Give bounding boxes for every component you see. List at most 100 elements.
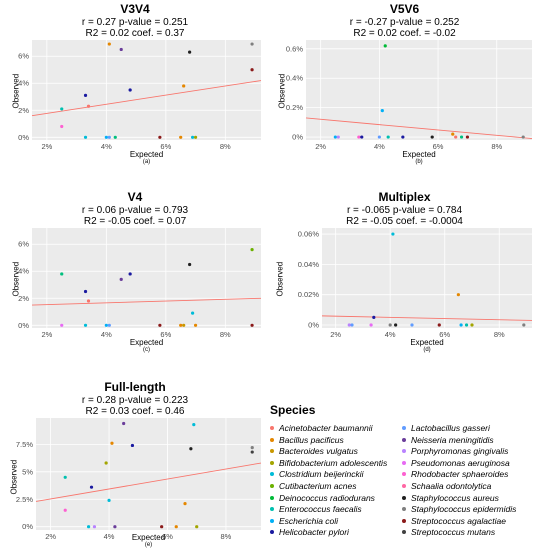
data-point xyxy=(250,68,254,72)
trend-line xyxy=(321,315,533,321)
y-tick-label: 0% xyxy=(18,133,29,142)
panel-caption: (d) xyxy=(423,347,431,353)
data-point xyxy=(401,135,405,139)
y-tick-label: 0.2% xyxy=(286,103,303,112)
data-point xyxy=(454,135,458,139)
x-axis-title: Expected xyxy=(131,533,166,542)
x-tick-label: 4% xyxy=(101,142,112,151)
data-point xyxy=(119,47,123,52)
legend-swatch xyxy=(270,437,274,442)
legend-label: Clostridium beijerinckii xyxy=(279,469,364,480)
x-tick-label: 4% xyxy=(374,142,385,151)
x-tick-label: 4% xyxy=(104,532,115,541)
data-point xyxy=(195,525,199,529)
data-point xyxy=(60,124,64,129)
chart-title: V5V6 xyxy=(389,2,420,16)
data-point xyxy=(451,132,455,136)
data-point xyxy=(193,323,198,327)
data-point xyxy=(456,293,460,297)
data-point xyxy=(104,323,108,327)
x-tick-label: 4% xyxy=(101,330,112,339)
legend-swatch xyxy=(270,449,274,454)
y-tick-label: 0% xyxy=(18,321,29,330)
y-tick-label: 2.5% xyxy=(16,495,33,504)
legend-label: Bifidobacterium adolescentis xyxy=(279,457,388,468)
data-point xyxy=(119,277,123,281)
data-point xyxy=(92,525,97,529)
x-tick-label: 6% xyxy=(160,142,171,151)
chart-stats-line2: R2 = 0.02 coef. = -0.02 xyxy=(353,28,456,39)
data-point xyxy=(86,299,91,303)
data-point xyxy=(86,525,91,529)
data-point xyxy=(128,88,132,92)
data-point xyxy=(522,323,526,327)
data-point xyxy=(336,135,340,139)
data-point xyxy=(372,315,376,319)
legend-swatch xyxy=(270,426,274,430)
data-point xyxy=(113,135,117,139)
legend-label: Bacteroides vulgatus xyxy=(279,446,358,457)
trend-line xyxy=(35,462,262,502)
data-point xyxy=(470,323,474,327)
legend-label: Pseudomonas aeruginosa xyxy=(411,457,510,468)
chart-stats-line1: r = -0.065 p-value = 0.784 xyxy=(346,205,463,216)
data-point xyxy=(459,135,464,139)
legend-swatch xyxy=(402,460,406,465)
y-axis-title: Observed xyxy=(9,459,19,495)
data-point xyxy=(110,441,114,445)
legend-swatch xyxy=(270,507,274,512)
data-point xyxy=(113,525,117,529)
data-point xyxy=(104,135,108,139)
x-tick-label: 8% xyxy=(220,330,231,339)
legend-label: Staphylococcus aureus xyxy=(411,492,499,503)
legend-label: Deinococcus radiodurans xyxy=(279,492,375,503)
data-point xyxy=(130,443,135,448)
data-point xyxy=(250,42,254,46)
trend-line xyxy=(31,297,262,306)
y-tick-label: 2% xyxy=(18,106,29,115)
y-tick-label: 0.04% xyxy=(298,260,320,269)
data-point xyxy=(459,323,463,327)
x-tick-label: 8% xyxy=(220,142,231,151)
chart-panel-multiplex: Multiplex r = -0.065 p-value = 0.784 R2 … xyxy=(270,188,539,358)
x-axis-title: Expected xyxy=(129,338,164,347)
data-point xyxy=(250,446,254,450)
data-point xyxy=(369,323,373,327)
legend-label: Escherichia coli xyxy=(279,515,339,526)
plot-svg: 2% 4% 6% 8% 0% 2% 4% 6% xyxy=(18,40,262,151)
y-axis-title: Observed xyxy=(277,73,287,109)
y-tick-label: 2% xyxy=(18,294,29,303)
legend-swatch xyxy=(402,518,406,523)
plot-area xyxy=(32,40,261,140)
legend-swatch xyxy=(270,518,274,523)
y-tick-label: 6% xyxy=(18,240,29,249)
data-point xyxy=(107,135,111,139)
x-axis-title: Expected xyxy=(129,150,164,159)
legend-swatch xyxy=(402,449,406,454)
data-point xyxy=(179,323,183,327)
y-tick-label: 4% xyxy=(18,267,29,276)
legend-label: Enterococcus faecalis xyxy=(279,504,362,515)
chart-panel-v3v4: V3V4 r = 0.27 p-value = 0.251 R2 = 0.02 … xyxy=(0,0,270,170)
legend-swatch xyxy=(270,472,274,477)
species-legend: Species Acinetobacter baumannii Bacillus … xyxy=(266,403,536,543)
data-point xyxy=(394,323,398,327)
data-point xyxy=(128,272,132,276)
data-point xyxy=(158,323,162,327)
data-point xyxy=(410,323,414,327)
data-point xyxy=(63,508,67,512)
legend-swatch xyxy=(402,426,406,430)
plot-svg: 2% 4% 6% 8% 0% 0.2% 0.4% 0.6% xyxy=(286,40,533,151)
legend-swatch xyxy=(402,472,406,477)
data-point xyxy=(158,135,162,139)
legend-label: Streptococcus agalactiae xyxy=(411,515,506,526)
legend-label: Streptococcus mutans xyxy=(411,527,496,538)
x-tick-label: 8% xyxy=(221,532,232,541)
data-point xyxy=(437,323,441,327)
data-point xyxy=(347,323,351,327)
data-point xyxy=(464,323,469,327)
y-tick-label: 0.06% xyxy=(298,230,320,239)
data-point xyxy=(350,323,354,327)
data-point xyxy=(189,447,193,451)
panel-caption: (c) xyxy=(143,347,150,353)
